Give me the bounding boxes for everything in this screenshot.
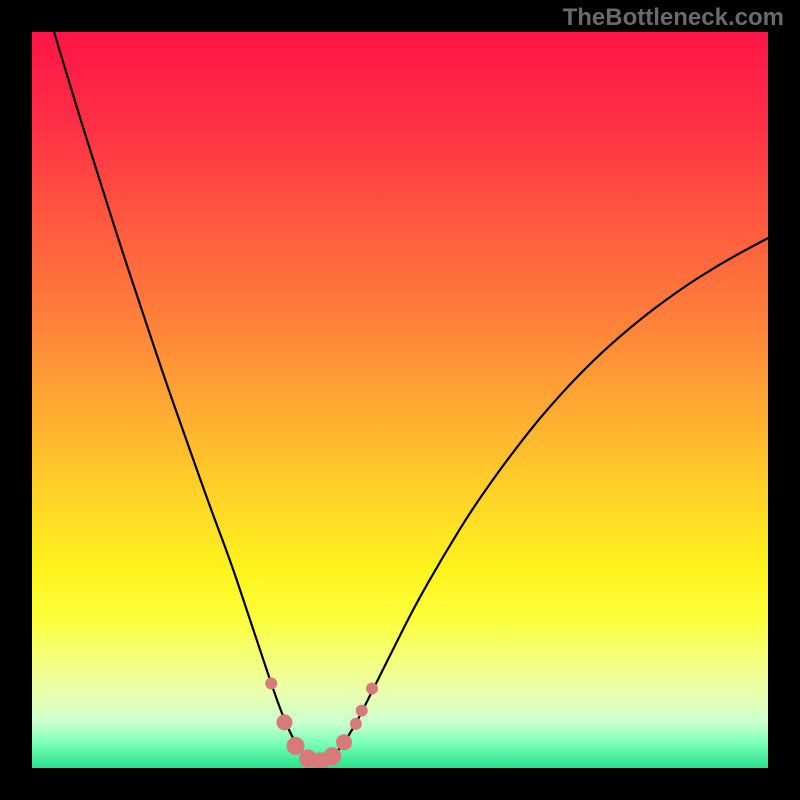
- curve-marker: [366, 683, 378, 695]
- curve-marker: [350, 718, 362, 730]
- curve-marker: [356, 705, 368, 717]
- curve-marker: [265, 677, 277, 689]
- curve-marker: [336, 734, 352, 750]
- chart-svg: [32, 32, 768, 768]
- gradient-background: [32, 32, 768, 768]
- plot-area: [32, 32, 768, 768]
- watermark-text: TheBottleneck.com: [563, 4, 784, 32]
- chart-frame: TheBottleneck.com: [0, 0, 800, 800]
- curve-marker: [276, 714, 292, 730]
- curve-marker: [323, 747, 341, 765]
